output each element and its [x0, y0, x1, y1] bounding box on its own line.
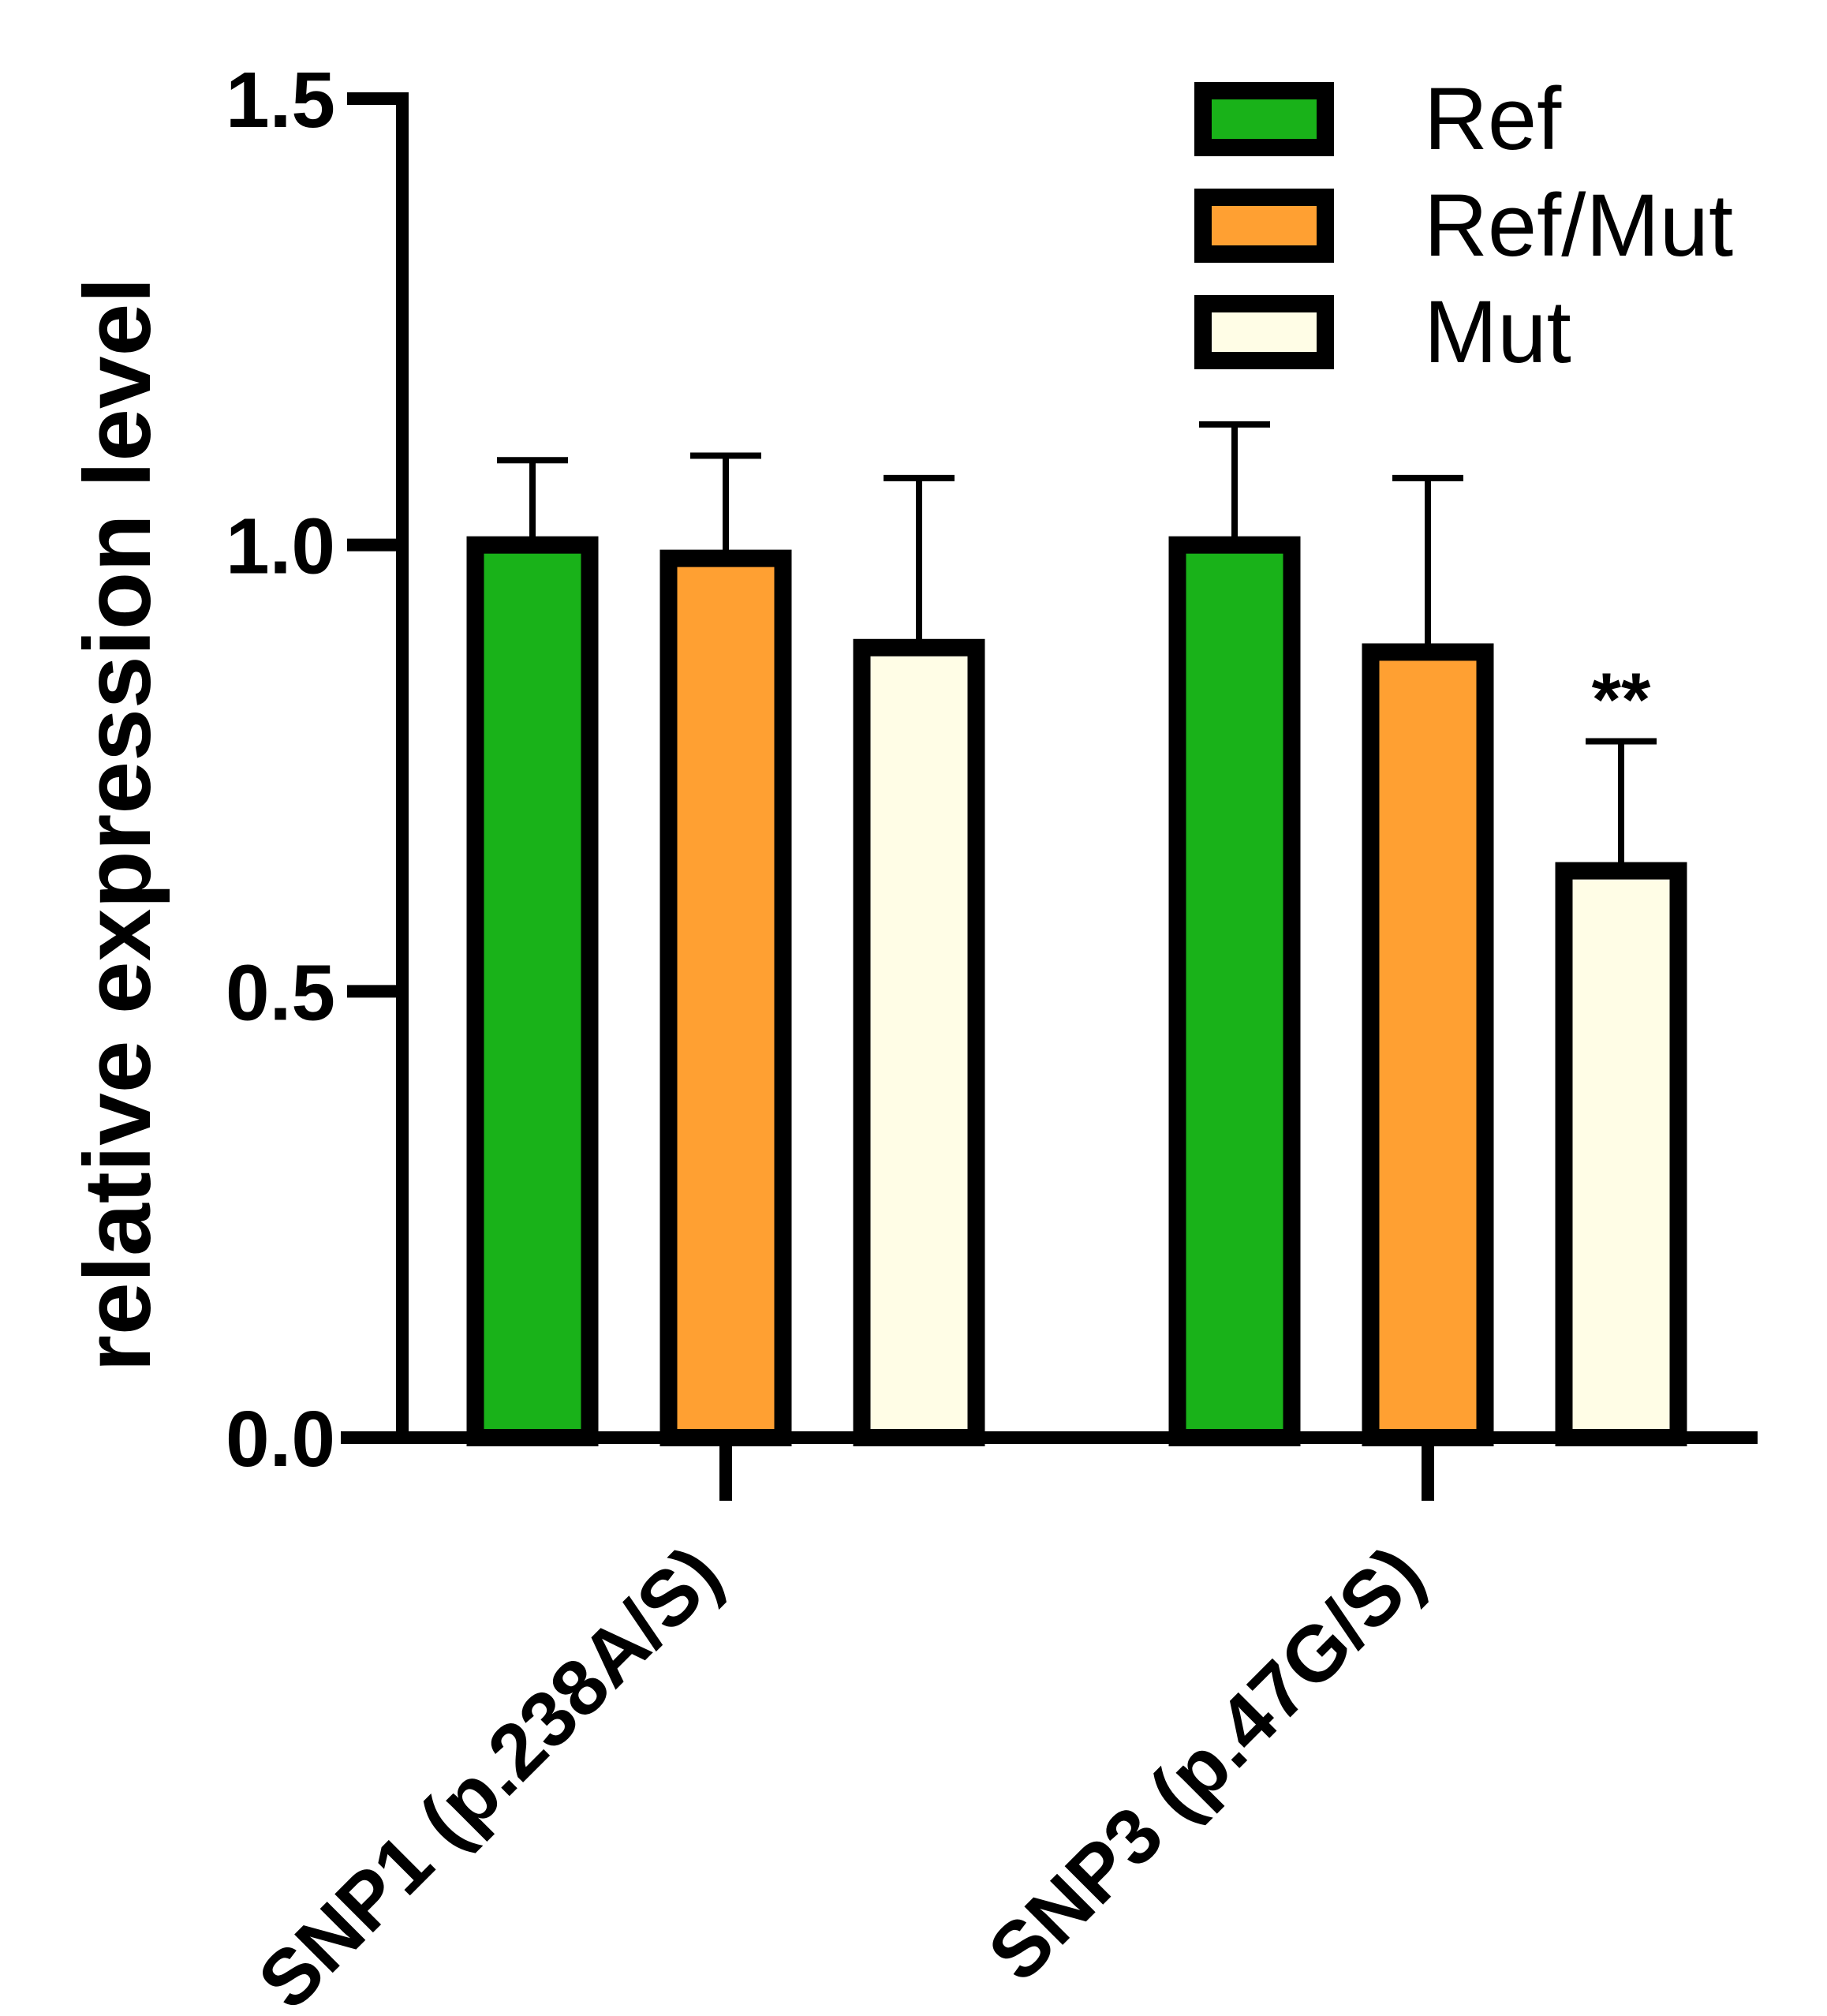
y-tick-label: 1.0 [226, 503, 335, 591]
y-axis: 0.0 0.5 1.0 1.5 [226, 56, 409, 1483]
significance-annotation: ** [1592, 658, 1651, 742]
y-tick-label: 0.0 [226, 1395, 335, 1483]
y-axis-label: relative expression level [65, 277, 170, 1372]
x-tick-label: SNP3 (p.47G/S) [972, 1529, 1440, 1998]
legend-swatch-ref-mut [1194, 189, 1334, 263]
y-tick-label: 0.5 [226, 948, 335, 1037]
bar-ref-mut-1 [659, 549, 792, 1446]
legend-swatch-mut [1194, 295, 1334, 369]
bars: ** [466, 421, 1687, 1447]
bar-ref-mut-2 [1362, 643, 1494, 1446]
x-tick-label: SNP1 (p.238A/S) [241, 1529, 738, 2016]
bar-ref-2 [1168, 536, 1301, 1447]
y-tick-label: 1.5 [226, 56, 335, 144]
bar-mut-2 [1555, 862, 1687, 1447]
legend-swatch-ref [1194, 82, 1334, 156]
bar-mut-1 [853, 638, 985, 1446]
x-axis: SNP1 (p.238A/S) SNP3 (p.47G/S) [241, 1431, 1758, 2016]
legend-label: Ref/Mut [1424, 176, 1733, 275]
legend-label: Ref [1424, 69, 1562, 168]
legend-label: Mut [1424, 282, 1571, 381]
bar-ref-1 [466, 536, 599, 1447]
